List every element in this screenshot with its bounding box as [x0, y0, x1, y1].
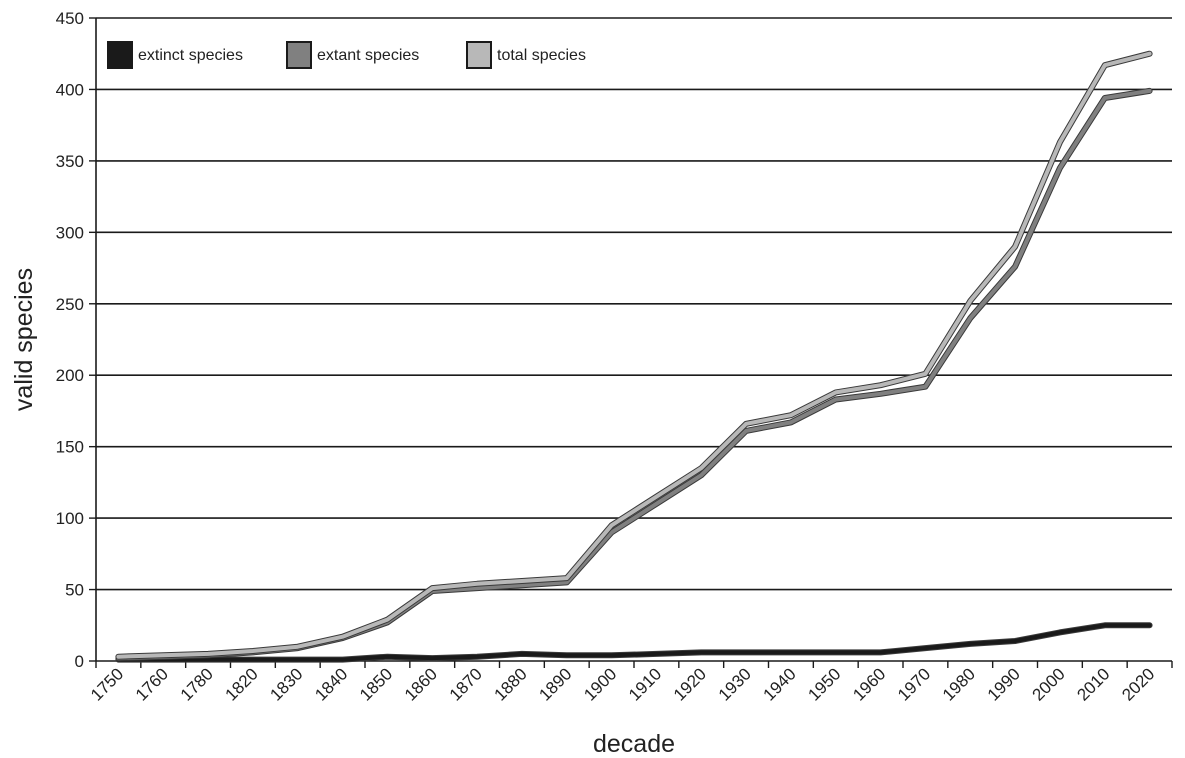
legend-swatch — [466, 41, 492, 69]
x-tick-label: 1830 — [266, 664, 306, 704]
y-tick-label: 200 — [56, 366, 84, 385]
x-tick-label: 1880 — [491, 664, 531, 704]
x-axis-title: decade — [593, 730, 675, 758]
x-tick-label: 1980 — [939, 664, 979, 704]
y-tick-label: 300 — [56, 223, 84, 242]
x-tick-label: 1910 — [625, 664, 665, 704]
x-tick-label: 2010 — [1073, 664, 1113, 704]
legend-swatch — [286, 41, 312, 69]
legend-label: extinct species — [138, 47, 243, 64]
y-tick-label: 0 — [75, 652, 84, 671]
x-tick-label: 1870 — [446, 664, 486, 704]
series-line — [116, 51, 1152, 659]
x-tick-label: 2000 — [1029, 664, 1069, 704]
series-extinct-species — [115, 622, 1153, 663]
x-tick-label: 1780 — [177, 664, 217, 704]
x-tick-label: 1900 — [580, 664, 620, 704]
x-tick-label: 2020 — [1118, 664, 1158, 704]
x-tick-label: 1750 — [87, 664, 127, 704]
legend: extinct species extant species total speci… — [107, 41, 586, 69]
y-tick-label: 400 — [56, 80, 84, 99]
x-tick-label: 1990 — [984, 664, 1024, 704]
series-line — [116, 623, 1152, 662]
legend-item: total species — [466, 41, 586, 69]
legend-label: total species — [497, 47, 586, 64]
x-tick-label: 1930 — [715, 664, 755, 704]
x-tick-label: 1840 — [311, 664, 351, 704]
x-tick-label: 1920 — [670, 664, 710, 704]
y-tick-label: 100 — [56, 509, 84, 528]
x-tick-label: 1820 — [222, 664, 262, 704]
x-tick-label: 1940 — [760, 664, 800, 704]
y-axis-title: valid species — [10, 268, 38, 411]
x-tick-label: 1950 — [804, 664, 844, 704]
legend-label: extant species — [317, 47, 419, 64]
y-tick-label: 450 — [56, 9, 84, 28]
series-line-outline — [115, 50, 1153, 660]
x-tick-label: 1850 — [356, 664, 396, 704]
gridlines — [96, 17, 1172, 591]
legend-item: extant species — [286, 41, 419, 69]
x-tick-label: 1860 — [401, 664, 441, 704]
series-lines — [115, 50, 1153, 663]
y-tick-label: 250 — [56, 295, 84, 314]
x-tick-label: 1970 — [894, 664, 934, 704]
x-tick-label: 1760 — [132, 664, 172, 704]
series-total-species — [115, 50, 1153, 660]
y-tick-label: 150 — [56, 438, 84, 457]
x-tick-label: 1960 — [849, 664, 889, 704]
legend-swatch — [107, 41, 133, 69]
x-tick-label: 1890 — [535, 664, 575, 704]
y-tick-label: 50 — [65, 581, 84, 600]
legend-item: extinct species — [107, 41, 243, 69]
y-tick-label: 350 — [56, 152, 84, 171]
